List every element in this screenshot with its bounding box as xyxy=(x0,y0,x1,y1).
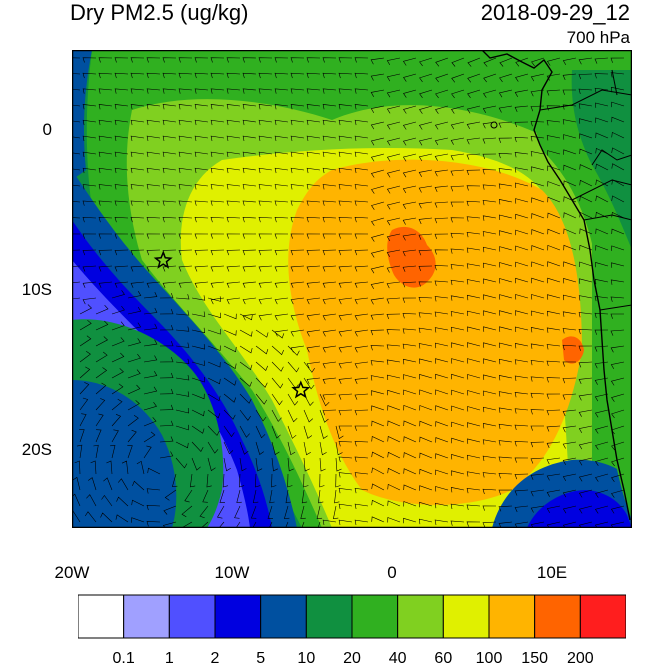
map-title: Dry PM2.5 (ug/kg) xyxy=(70,0,249,25)
field-sw-dome-inner xyxy=(72,380,177,528)
field-200-spot xyxy=(387,226,436,288)
colorbar-swatch xyxy=(305,594,353,639)
wind-barb-field xyxy=(72,57,625,528)
colorbar-label: 2 xyxy=(210,650,220,667)
valid-time: 2018-09-29_12 xyxy=(480,0,630,25)
lat-label-20s: 20S xyxy=(21,440,52,459)
field-nw-strip xyxy=(72,50,92,180)
lat-label-10s: 10S xyxy=(21,280,52,299)
colorbar-label: 0.1 xyxy=(112,650,135,667)
lon-label-0: 0 xyxy=(387,563,397,582)
coastline xyxy=(481,50,631,521)
land-africa-inner xyxy=(571,70,632,250)
colorbar-label: 10 xyxy=(297,650,316,667)
colorbar-label: 150 xyxy=(521,650,549,667)
colorbar-label: 200 xyxy=(566,650,594,667)
colorbar-swatch xyxy=(78,594,125,639)
lon-label-20w: 20W xyxy=(54,563,90,582)
field-200-spot-2 xyxy=(562,336,584,364)
colorbar-label: 5 xyxy=(256,650,266,667)
map-frame xyxy=(72,50,632,528)
colorbar-swatch xyxy=(260,594,307,639)
lon-label-10e: 10E xyxy=(536,563,568,582)
wind-barbs xyxy=(72,57,625,528)
lat-label-0: 0 xyxy=(42,120,52,139)
colorbar-label: 1 xyxy=(164,650,174,667)
colorbar-label: 40 xyxy=(388,650,407,667)
colorbar-swatch xyxy=(168,594,216,639)
lon-label-10w: 10W xyxy=(214,563,250,582)
colorbar-swatch xyxy=(442,594,490,639)
colorbar-label: 20 xyxy=(343,650,361,667)
colorbar-swatch xyxy=(351,594,399,639)
colorbar xyxy=(78,594,626,639)
colorbar-swatch xyxy=(397,594,444,639)
colorbar-swatch xyxy=(123,594,170,639)
colorbar-label: 60 xyxy=(434,650,453,667)
pm25-map xyxy=(72,50,632,528)
colorbar-swatch xyxy=(534,594,581,639)
colorbar-swatch xyxy=(579,594,626,639)
pressure-level: 700 hPa xyxy=(566,28,630,47)
station-2-star-icon xyxy=(291,380,311,399)
colorbar-swatch xyxy=(214,594,262,639)
colorbar-label: 100 xyxy=(475,650,503,667)
station-1-star-icon xyxy=(153,250,173,269)
colorbar-swatch xyxy=(488,594,536,639)
field-150-200 xyxy=(288,159,582,505)
